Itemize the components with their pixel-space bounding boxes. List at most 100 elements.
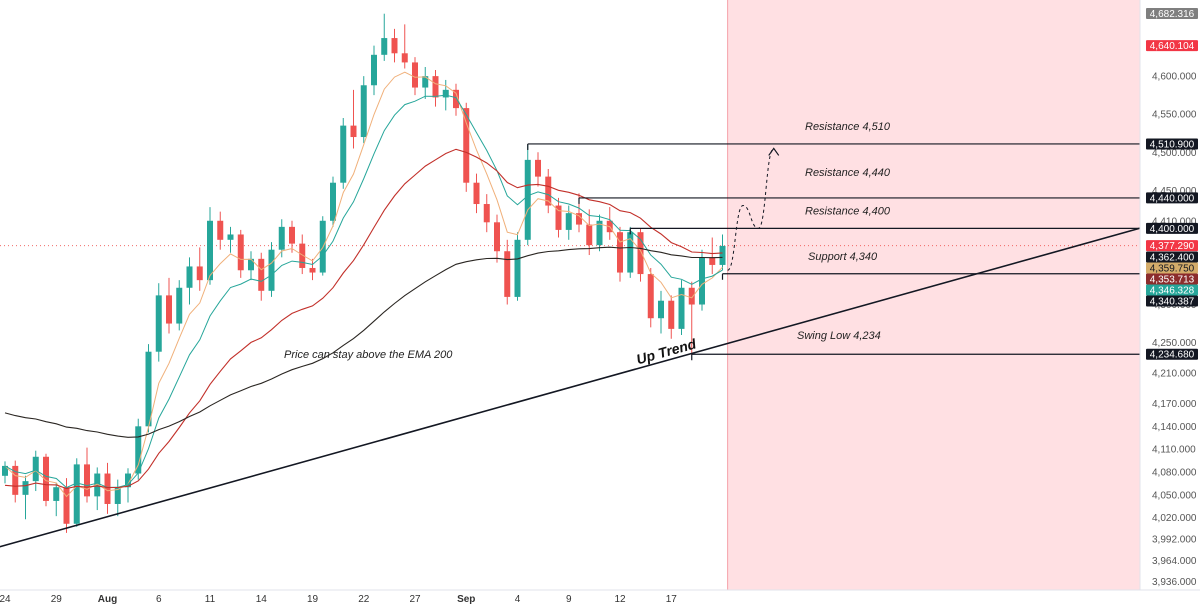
level-label: Resistance 4,400 — [805, 205, 891, 217]
candle-body — [217, 220, 224, 240]
price-tick-label: 4,020.000 — [1152, 513, 1197, 524]
candle-body — [268, 249, 275, 291]
projection-path[interactable] — [727, 147, 775, 271]
price-badge — [1146, 40, 1198, 52]
price-badge-label: 4,353.713 — [1150, 275, 1195, 286]
time-axis-background — [0, 590, 1200, 605]
candle-body — [166, 295, 172, 324]
time-tick-label: 24 — [0, 594, 11, 605]
ema-mid-line — [4, 94, 723, 489]
candle-body — [125, 473, 131, 488]
levels-layer — [527, 143, 1140, 361]
candle-body — [309, 267, 316, 273]
candle-body — [719, 245, 726, 265]
time-tick-label: 9 — [566, 594, 572, 605]
candle-body — [401, 53, 408, 63]
price-tick-label: 4,500.000 — [1152, 148, 1197, 159]
time-tick-label: 6 — [156, 594, 162, 605]
candle-body — [43, 456, 49, 501]
candle-body — [473, 182, 480, 205]
price-badge — [1146, 138, 1198, 150]
candle-body — [617, 232, 623, 273]
time-tick-label: 19 — [307, 594, 319, 605]
candle-body — [555, 205, 562, 230]
price-tick-label: 3,936.000 — [1152, 577, 1197, 588]
time-tick-label: 22 — [358, 594, 370, 605]
time-tick-label: 27 — [409, 594, 421, 605]
time-tick-label: Sep — [457, 594, 475, 605]
price-badge-label: 4,346.328 — [1150, 286, 1195, 297]
time-tick-label: Aug — [98, 594, 117, 605]
price-tick-label: 4,210.000 — [1152, 369, 1197, 380]
candle-body — [535, 159, 541, 177]
price-badge — [1146, 240, 1198, 252]
candle-body — [299, 243, 306, 268]
price-badge-label: 4,362.400 — [1150, 253, 1195, 264]
uptrend-line[interactable] — [0, 223, 1154, 549]
level-label: Support 4,340 — [808, 251, 878, 263]
candle-body — [412, 62, 418, 88]
candle-body — [176, 287, 183, 324]
candle-body — [371, 54, 377, 86]
candle-body — [442, 89, 449, 98]
price-tick-label: 4,550.000 — [1152, 110, 1197, 121]
price-badge-label: 4,400.000 — [1150, 224, 1195, 235]
time-tick-label: 12 — [614, 594, 626, 605]
candle-body — [84, 464, 90, 497]
time-tick-label: 29 — [51, 594, 63, 605]
price-badge-label: 4,510.900 — [1150, 139, 1195, 150]
candle-body — [207, 220, 213, 281]
candle-body — [114, 487, 121, 504]
level-label: Resistance 4,510 — [805, 121, 891, 133]
ema-slow-line — [4, 148, 723, 490]
candles-layer — [2, 13, 726, 533]
price-badge-label: 4,234.680 — [1150, 350, 1195, 361]
candle-body — [688, 287, 695, 305]
candle-body — [73, 464, 80, 524]
candle-body — [2, 465, 8, 476]
price-tick-label: 4,450.000 — [1152, 186, 1197, 197]
candle-body — [248, 258, 254, 271]
price-tick-label: 4,250.000 — [1152, 338, 1197, 349]
level-labels-layer: Resistance 4,510 Resistance 4,440 Resistan… — [797, 121, 891, 342]
candle-body — [22, 481, 29, 495]
price-tick-label: 4,080.000 — [1152, 468, 1197, 479]
ema-layer — [4, 71, 723, 498]
price-tick-label: 4,050.000 — [1152, 490, 1197, 501]
candle-body — [278, 226, 285, 250]
level-label: Resistance 4,440 — [805, 167, 891, 179]
candle-body — [63, 487, 70, 524]
price-badge — [1146, 348, 1198, 360]
time-axis-ticks: 24 29 Aug 6 11 14 19 22 27 Sep 4 9 12 17 — [0, 594, 677, 605]
candle-body — [258, 258, 265, 291]
candle-body — [237, 234, 244, 271]
candle-body — [227, 234, 234, 240]
candle-body — [678, 287, 685, 329]
candle-body — [637, 232, 644, 275]
candle-body — [463, 108, 470, 183]
candle-body — [709, 257, 716, 265]
candle-body — [381, 38, 388, 55]
price-badge — [1146, 192, 1198, 204]
candle-body — [483, 204, 490, 223]
price-badge — [1146, 284, 1198, 296]
price-badge — [1146, 295, 1198, 307]
level-label: Swing Low 4,234 — [797, 330, 881, 342]
candle-body — [504, 251, 511, 297]
candle-body — [453, 89, 459, 109]
candle-body — [494, 222, 500, 252]
candle-body — [514, 239, 521, 297]
candle-body — [135, 426, 142, 474]
candle-body — [104, 473, 111, 504]
price-badge-label: 4,377.290 — [1150, 241, 1195, 252]
candle-body — [155, 295, 162, 352]
candle-body — [627, 232, 634, 273]
price-badge — [1146, 273, 1198, 285]
projection-zone — [727, 0, 1140, 590]
ema-200-line — [4, 246, 723, 438]
candle-body — [658, 300, 664, 319]
projection-arrow-head — [768, 147, 780, 156]
candle-body — [330, 182, 336, 221]
